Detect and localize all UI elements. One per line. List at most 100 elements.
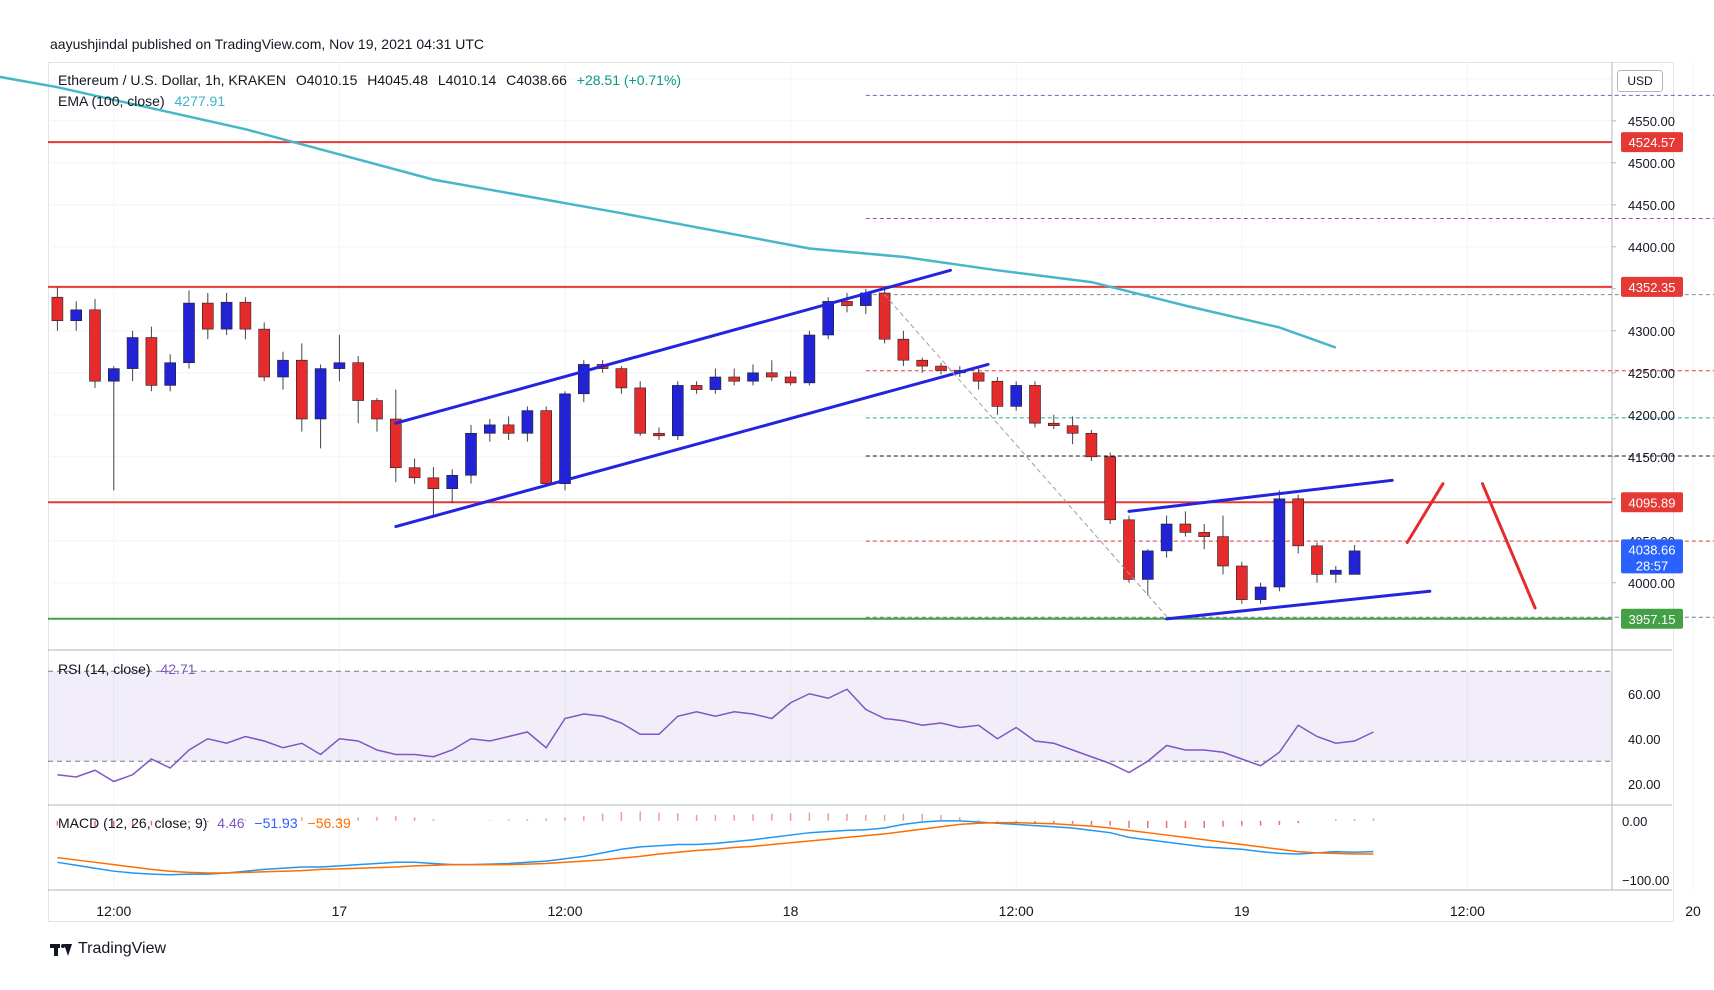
candle-up <box>1142 550 1154 580</box>
level-price-tag-text: 4352.35 <box>1629 280 1676 295</box>
candle-up <box>164 362 176 386</box>
candle-up <box>521 410 534 434</box>
candle-down <box>728 376 741 382</box>
level-price-tag-bg <box>1621 276 1683 297</box>
candle-down <box>1029 385 1041 424</box>
candle-down <box>690 385 703 390</box>
candle-down <box>1311 545 1323 575</box>
macd-signal-line <box>57 821 1374 874</box>
candle-down <box>371 400 383 420</box>
candle-up <box>577 364 590 395</box>
candle-up <box>1010 385 1023 407</box>
trend-line <box>1127 478 1394 513</box>
time-tick-label: 12:00 <box>547 903 582 919</box>
level-price-tag-bg <box>1621 608 1683 629</box>
open-value: O4010.15 <box>295 72 358 88</box>
candle-up <box>1160 523 1173 552</box>
candle-down <box>352 362 365 401</box>
candle-down <box>972 372 985 382</box>
price-tick-label: 4550.00 <box>1628 114 1675 129</box>
time-tick-label: 12:00 <box>96 903 131 919</box>
candle-down <box>1292 498 1304 547</box>
level-price-tag: 4524.57 <box>1621 132 1683 153</box>
level-price-tag: 4352.35 <box>1621 276 1683 297</box>
last-price-tag-text: 4038.66 <box>1629 542 1676 557</box>
brand-name: TradingView <box>78 940 167 957</box>
low-value: L4010.14 <box>437 72 497 88</box>
currency-button[interactable]: USD <box>1617 70 1663 92</box>
candle-down <box>897 338 910 361</box>
candle-down <box>765 372 778 378</box>
candle-down <box>991 380 1004 407</box>
close-value: C4038.66 <box>506 72 567 88</box>
price-tick-label: 4300.00 <box>1628 324 1675 339</box>
candle-up <box>446 474 459 490</box>
rsi-band-fill <box>48 671 1612 762</box>
price-tick-label: 4500.00 <box>1628 156 1675 171</box>
macd-tick-label: 0.00 <box>1622 814 1647 829</box>
candle-down <box>935 365 947 371</box>
ema-value: 4277.91 <box>174 93 226 109</box>
horizontal-levels <box>48 141 1612 620</box>
macd-line-value: −51.93 <box>254 815 298 831</box>
candle-down <box>841 301 853 306</box>
fibonacci-retracement: 1.618(4580.32)1.236(4433.63)1(4343.00)0.… <box>865 94 1714 618</box>
candle-down <box>653 432 665 437</box>
trend-line <box>394 268 952 425</box>
rsi-tick-label: 20.00 <box>1628 777 1661 792</box>
high-value: H4045.48 <box>367 72 428 88</box>
candle-up <box>70 309 82 322</box>
candle-down <box>1123 519 1135 580</box>
change-value: +28.51 (+0.71%) <box>576 72 682 88</box>
candle-up <box>803 334 816 384</box>
candle-down <box>1085 432 1098 458</box>
candle-up <box>1273 498 1286 588</box>
candle-down <box>1066 425 1079 434</box>
ema-label: EMA (100, close) <box>58 93 165 109</box>
candle-down <box>634 387 647 434</box>
macd-tick-label: −100.00 <box>1622 873 1669 888</box>
symbol-name: Ethereum / U.S. Dollar, 1h, KRAKEN <box>58 72 286 88</box>
candle-up <box>1348 550 1361 575</box>
level-price-tag-text: 4524.57 <box>1629 135 1676 150</box>
price-tick-label: 4200.00 <box>1628 408 1675 423</box>
candle-up <box>220 301 233 330</box>
fib-trend-line <box>884 294 1168 617</box>
rsi-band <box>48 670 1612 762</box>
rsi-tick-label: 40.00 <box>1628 732 1661 747</box>
candle-down <box>427 477 440 490</box>
macd-legend: MACD (12, 26, close, 9) 4.46 −51.93 −56.… <box>58 815 357 831</box>
price-tick-label: 4250.00 <box>1628 366 1675 381</box>
macd-hist-value: 4.46 <box>217 815 245 831</box>
price-tick-label: 4150.00 <box>1628 450 1675 465</box>
trendlines <box>394 268 1537 621</box>
ema-100-line <box>0 75 1337 349</box>
last-price-tag-bg <box>1621 539 1683 574</box>
time-tick-label: 19 <box>1234 903 1250 919</box>
price-tick-label: 4400.00 <box>1628 240 1675 255</box>
candle-down <box>1217 536 1229 567</box>
rsi-line <box>57 688 1374 783</box>
candle-down <box>540 410 553 484</box>
tradingview-logo[interactable]: TradingView <box>50 940 166 958</box>
publish-info: aayushjindal published on TradingView.co… <box>50 36 485 52</box>
candle-up <box>108 368 120 382</box>
rsi-tick-label: 60.00 <box>1628 687 1661 702</box>
candle-up <box>1254 586 1267 600</box>
candle-up <box>333 362 346 369</box>
level-price-tag-bg <box>1621 132 1683 153</box>
candle-up <box>314 368 327 420</box>
candle-down <box>1236 565 1248 600</box>
candle-down <box>1048 422 1060 427</box>
candle-down <box>502 424 515 434</box>
candle-up <box>747 372 759 382</box>
candle-up <box>671 385 684 437</box>
rsi-value: 42.71 <box>160 661 196 677</box>
candles <box>51 287 1361 604</box>
macd-signal-value: −56.39 <box>307 815 351 831</box>
candle-down <box>239 301 252 330</box>
price-tick-label: 4450.00 <box>1628 198 1675 213</box>
